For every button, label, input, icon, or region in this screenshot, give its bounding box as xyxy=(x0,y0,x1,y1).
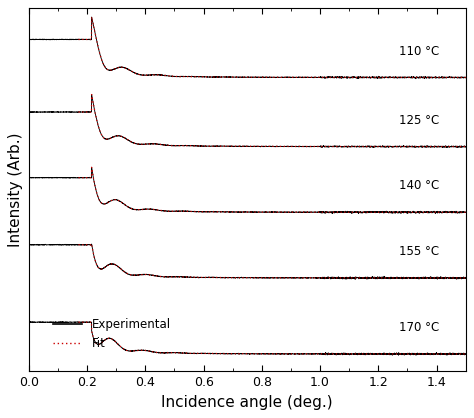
Y-axis label: Intensity (Arb.): Intensity (Arb.) xyxy=(9,133,23,247)
Text: 125 °C: 125 °C xyxy=(399,114,439,127)
Text: 170 °C: 170 °C xyxy=(399,321,439,334)
Legend: Experimental, Fit: Experimental, Fit xyxy=(48,313,175,354)
X-axis label: Incidence angle (deg.): Incidence angle (deg.) xyxy=(162,395,333,410)
Text: 155 °C: 155 °C xyxy=(399,245,439,258)
Text: 110 °C: 110 °C xyxy=(399,45,439,58)
Text: 140 °C: 140 °C xyxy=(399,179,439,192)
